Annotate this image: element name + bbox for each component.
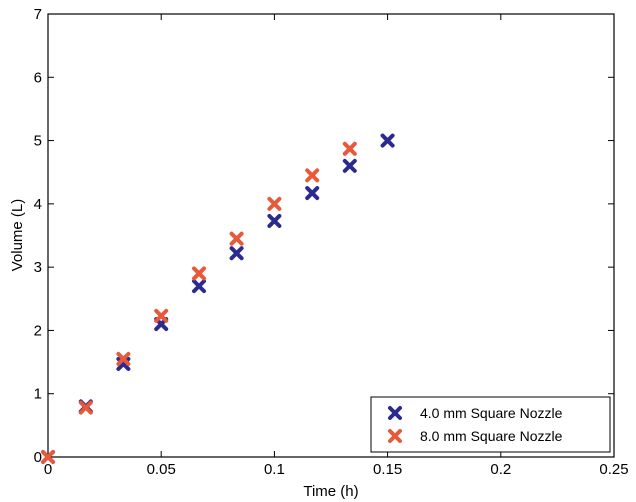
data-points <box>41 133 395 464</box>
y-tick-label: 1 <box>34 386 42 403</box>
data-point <box>41 450 55 464</box>
x-tick-label: 0 <box>44 461 52 478</box>
data-point <box>305 168 320 183</box>
data-point <box>192 279 207 294</box>
data-point <box>116 351 131 366</box>
x-axis-title: Time (h) <box>303 483 358 500</box>
data-point <box>342 158 357 173</box>
legend-marker <box>388 429 402 443</box>
y-axis-title: Volume (L) <box>9 199 26 272</box>
x-tick-label: 0.25 <box>599 461 628 478</box>
legend-marker <box>388 406 402 420</box>
data-point <box>267 213 282 228</box>
y-tick-label: 5 <box>34 133 42 150</box>
y-tick-label: 4 <box>34 196 42 213</box>
data-point <box>192 266 207 281</box>
x-tick-label: 0.05 <box>147 461 176 478</box>
x-tick-label: 0.15 <box>373 461 402 478</box>
data-point <box>154 308 169 323</box>
legend-label: 4.0 mm Square Nozzle <box>420 405 563 421</box>
legend-label: 8.0 mm Square Nozzle <box>420 428 563 444</box>
axis-ticks <box>47 13 615 458</box>
tick-labels: 0 0.05 0.1 0.15 0.2 0.25 0 1 2 3 4 5 6 7 <box>34 6 629 478</box>
data-point <box>78 400 93 415</box>
y-tick-label: 6 <box>34 69 42 86</box>
y-tick-label: 7 <box>34 6 42 23</box>
y-tick-label: 2 <box>34 322 42 339</box>
data-point <box>267 196 282 211</box>
y-tick-label: 3 <box>34 259 42 276</box>
data-point <box>305 186 320 201</box>
data-point <box>380 133 395 148</box>
x-tick-label: 0.1 <box>264 461 285 478</box>
y-tick-label: 0 <box>34 449 42 466</box>
data-point <box>229 246 244 261</box>
series-2 <box>41 141 357 464</box>
legend-box <box>370 396 611 453</box>
legend: 4.0 mm Square Nozzle 8.0 mm Square Nozzle <box>370 396 611 453</box>
data-point <box>229 231 244 246</box>
x-tick-label: 0.2 <box>490 461 511 478</box>
data-point <box>342 141 357 156</box>
plot-area <box>47 13 615 458</box>
